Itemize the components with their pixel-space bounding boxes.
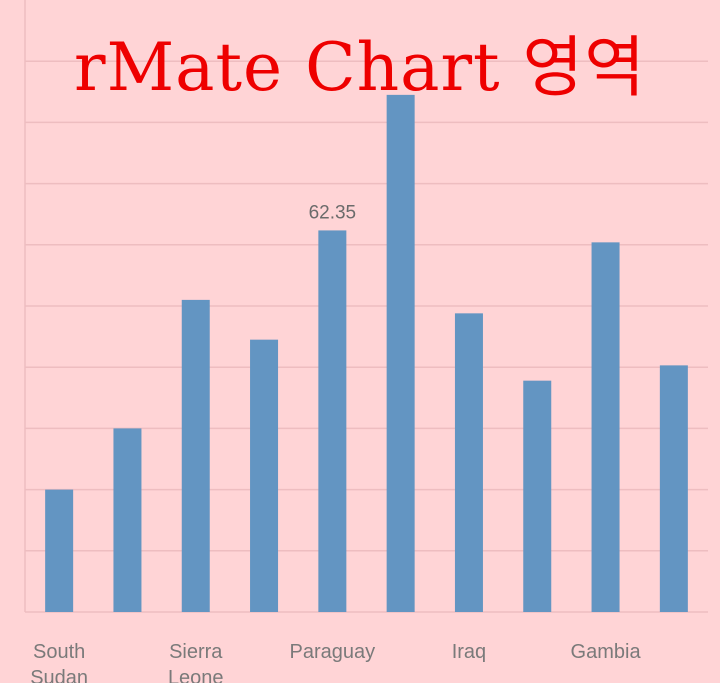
bar-series <box>45 94 688 613</box>
x-tick-label: Iraq <box>452 641 486 663</box>
bar <box>250 339 279 612</box>
bar <box>454 313 483 612</box>
data-label: 62.35 <box>309 202 357 223</box>
bar <box>113 428 142 612</box>
x-tick-label: Sierra Leone <box>168 641 224 683</box>
bar <box>386 94 415 613</box>
x-tick-label: Gambia <box>571 641 642 663</box>
data-labels: 62.35 <box>309 202 357 223</box>
bar <box>45 489 74 612</box>
bar <box>318 230 347 612</box>
bar <box>523 380 552 612</box>
bar <box>659 365 688 612</box>
bar <box>591 242 620 613</box>
x-tick-label: Paraguay <box>290 641 376 663</box>
watermark-text: rMate Chart 영역 <box>74 29 646 106</box>
x-tick-labels: South Sudan Sierra Leone Paraguay Iraq Gambia <box>30 641 641 683</box>
x-tick-label: South Sudan <box>30 641 88 683</box>
bar <box>181 299 210 612</box>
